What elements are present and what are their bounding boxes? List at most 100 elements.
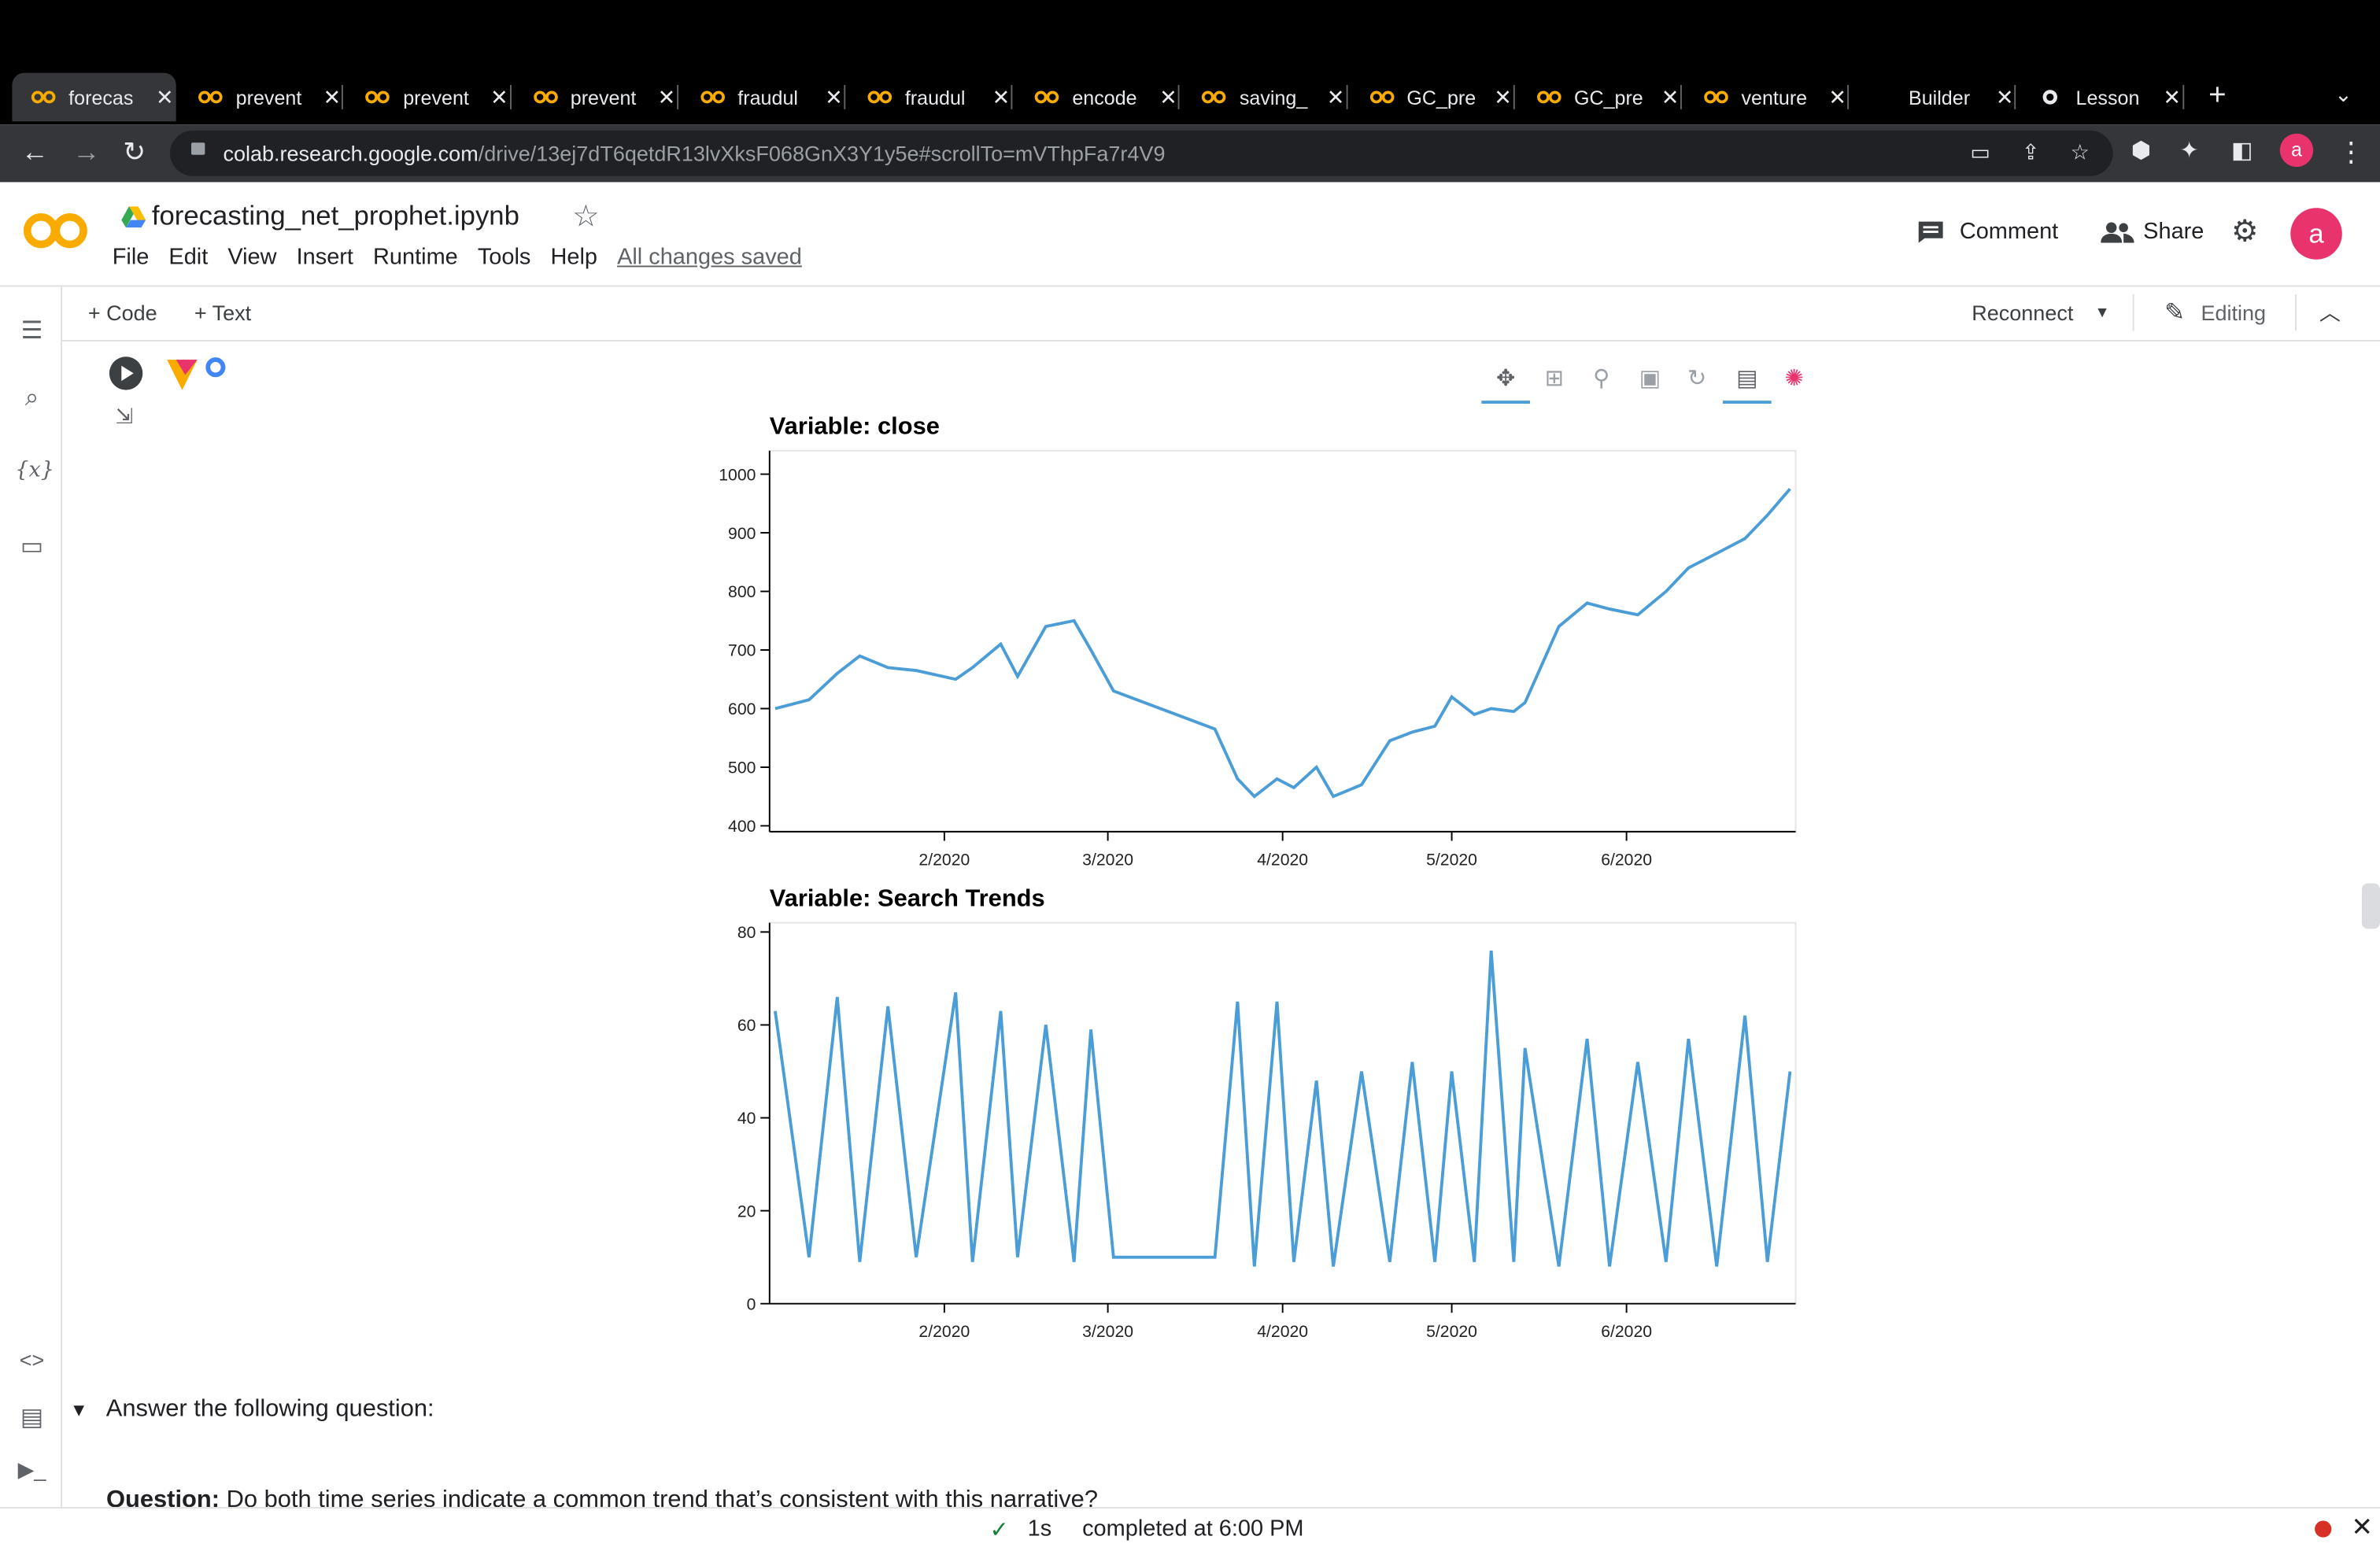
table-of-contents-icon[interactable]: ☰ xyxy=(20,319,43,345)
comment-button[interactable]: Comment xyxy=(1959,218,2059,245)
reload-icon[interactable]: ↻ xyxy=(123,136,146,168)
cast-icon[interactable]: ▭ xyxy=(1970,139,1990,164)
reset-icon[interactable]: ↻ xyxy=(1687,365,1707,392)
add-text-button[interactable]: + Text xyxy=(194,300,252,325)
series-line[interactable] xyxy=(774,950,1792,1267)
command-palette-icon[interactable]: ▤ xyxy=(20,1405,44,1431)
close-tab-icon[interactable]: ✕ xyxy=(156,84,174,109)
share-page-icon[interactable]: ⇪ xyxy=(2021,139,2040,164)
bookmark-star-icon[interactable]: ☆ xyxy=(2070,139,2090,164)
browser-tab[interactable]: prevent ✕ xyxy=(179,73,344,122)
box-zoom-icon[interactable]: ⊞ xyxy=(1544,365,1565,392)
tab-search-chevron-icon[interactable]: ⌄ xyxy=(2334,82,2352,107)
wheel-zoom-icon[interactable]: ⚲ xyxy=(1593,365,1610,392)
close-tab-icon[interactable]: ✕ xyxy=(1326,84,1345,109)
browser-tab[interactable]: fraudul ✕ xyxy=(682,73,846,122)
chrome-menu-icon[interactable]: ⋮ xyxy=(2338,136,2365,168)
extensions-puzzle-icon[interactable]: ✦ xyxy=(2179,138,2199,164)
browser-tab[interactable]: Builder ✕ xyxy=(1852,73,2016,122)
save-status-link[interactable]: All changes saved xyxy=(617,244,802,271)
notebook-title[interactable]: forecasting_net_prophet.ipynb xyxy=(151,200,519,231)
recording-indicator-icon xyxy=(2315,1520,2332,1538)
browser-tab[interactable]: Lesson ✕ xyxy=(2020,73,2184,122)
github-icon xyxy=(2043,90,2058,105)
runtime-dropdown-icon[interactable]: ▼ xyxy=(2094,305,2110,322)
plot-area[interactable] xyxy=(768,921,1797,1305)
browser-tab[interactable]: prevent ✕ xyxy=(346,73,512,122)
back-icon[interactable]: ← xyxy=(21,136,49,168)
star-notebook-icon[interactable]: ☆ xyxy=(572,200,600,234)
close-tab-icon[interactable]: ✕ xyxy=(1661,84,1680,109)
side-panel-icon[interactable]: ◧ xyxy=(2231,138,2253,164)
plot-area[interactable] xyxy=(768,449,1797,833)
colab-logo-icon[interactable] xyxy=(21,212,91,249)
save-icon[interactable]: ▣ xyxy=(1639,365,1661,392)
close-status-icon[interactable]: ✕ xyxy=(2351,1512,2373,1542)
browser-tab[interactable]: venture ✕ xyxy=(1685,73,1850,122)
y-tick-label: 40 xyxy=(737,1110,756,1128)
close-tab-icon[interactable]: ✕ xyxy=(2163,84,2182,109)
menu-item-help[interactable]: Help xyxy=(550,244,597,271)
browser-tab-title: fraudul xyxy=(737,85,798,109)
settings-gear-icon[interactable]: ⚙ xyxy=(2231,215,2259,249)
browser-tab[interactable]: GC_pre ✕ xyxy=(1351,73,1515,122)
forward-icon[interactable]: → xyxy=(72,136,101,168)
new-tab-button[interactable]: + xyxy=(2208,79,2227,113)
close-tab-icon[interactable]: ✕ xyxy=(323,84,342,109)
x-tick-label: 3/2020 xyxy=(1082,1323,1133,1341)
close-tab-icon[interactable]: ✕ xyxy=(657,84,676,109)
editing-mode-button[interactable]: Editing xyxy=(2201,300,2267,325)
code-snippets-icon[interactable]: <> xyxy=(19,1347,45,1372)
comment-icon xyxy=(1918,221,1943,243)
colab-tab-icon xyxy=(365,90,390,104)
share-button[interactable]: Share xyxy=(2143,218,2204,245)
pan-icon[interactable]: ✥ xyxy=(1496,365,1516,392)
close-tab-icon[interactable]: ✕ xyxy=(1494,84,1512,109)
search-trends-chart[interactable]: 0 20 40 60 80 2/2020 3/2020 4/2020 5/2020 6/2020 xyxy=(698,921,1806,1346)
output-action-icon[interactable]: ⇲ xyxy=(115,404,134,428)
browser-tab[interactable]: encode ✕ xyxy=(1016,73,1181,122)
bokeh-logo-icon[interactable]: ✺ xyxy=(1784,365,1804,392)
menu-item-view[interactable]: View xyxy=(227,244,277,271)
close-tab-icon[interactable]: ✕ xyxy=(1828,84,1846,109)
close-tab-icon[interactable]: ✕ xyxy=(490,84,508,109)
variables-icon[interactable]: {x} xyxy=(15,458,54,483)
hover-icon[interactable]: ▤ xyxy=(1736,365,1758,392)
browser-tab[interactable]: forecas ✕ xyxy=(12,72,177,122)
menu-item-file[interactable]: File xyxy=(112,244,150,271)
browser-tab[interactable]: prevent ✕ xyxy=(514,73,678,122)
search-icon[interactable]: ⌕ xyxy=(24,385,39,412)
add-code-button[interactable]: + Code xyxy=(87,300,157,325)
browser-tab[interactable]: fraudul ✕ xyxy=(848,73,1013,122)
browser-toolbar: ← → ↻ colab.research.google.com/drive/13… xyxy=(0,124,2380,183)
close-tab-icon[interactable]: ✕ xyxy=(1995,84,2014,109)
lock-icon xyxy=(191,142,205,155)
collapse-section-icon[interactable]: ▼ xyxy=(69,1399,88,1421)
scrollbar-thumb[interactable] xyxy=(2361,883,2380,929)
collapse-header-icon[interactable]: ︿ xyxy=(2319,300,2341,325)
close-tab-icon[interactable]: ✕ xyxy=(825,84,843,109)
close-tab-icon[interactable]: ✕ xyxy=(1159,84,1177,109)
close-price-chart[interactable]: 400 500 600 700 800 900 1000 2/2020 3/2020 4/2020… xyxy=(698,449,1806,874)
extension-icon[interactable]: ⬢ xyxy=(2131,138,2152,164)
tab-separator xyxy=(342,85,344,109)
pencil-icon: ✎ xyxy=(2164,300,2186,327)
series-line[interactable] xyxy=(774,487,1791,799)
menu-item-edit[interactable]: Edit xyxy=(168,244,209,271)
colab-tab-icon xyxy=(1704,90,1728,104)
address-bar[interactable]: colab.research.google.com/drive/13ej7dT6… xyxy=(170,130,2113,176)
browser-tab[interactable]: saving_ ✕ xyxy=(1183,73,1347,122)
reconnect-button[interactable]: Reconnect xyxy=(1972,300,2074,325)
browser-tab[interactable]: GC_pre ✕ xyxy=(1517,73,1682,122)
status-bar: ✓ 1s completed at 6:00 PM ✕ xyxy=(0,1507,2380,1551)
close-tab-icon[interactable]: ✕ xyxy=(992,84,1011,109)
menu-item-insert[interactable]: Insert xyxy=(296,244,353,271)
terminal-icon[interactable]: ▶_ xyxy=(17,1457,46,1482)
menu-item-tools[interactable]: Tools xyxy=(477,244,531,271)
run-cell-button[interactable] xyxy=(109,356,143,390)
y-tick-label: 500 xyxy=(728,759,756,777)
user-avatar[interactable]: a xyxy=(2290,208,2342,260)
chrome-profile-avatar[interactable]: a xyxy=(2279,133,2314,168)
files-icon[interactable]: ▭ xyxy=(20,534,44,560)
menu-item-runtime[interactable]: Runtime xyxy=(373,244,458,271)
